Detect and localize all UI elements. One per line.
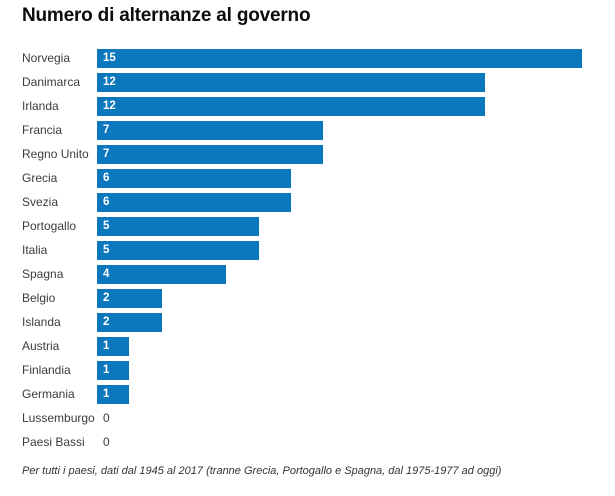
bar-value: 2	[103, 316, 110, 328]
bar: 1	[97, 361, 130, 380]
bar-label: Spagna	[22, 267, 64, 281]
bar-row: Portogallo 5	[0, 217, 615, 236]
bar-area: 15	[97, 49, 582, 68]
bar-area: 6	[97, 193, 582, 212]
bar: 1	[97, 385, 130, 404]
bar-row: Spagna 4	[0, 265, 615, 284]
bar: 1	[97, 337, 130, 356]
bar-value: 15	[103, 52, 116, 64]
bar: 0	[97, 433, 582, 452]
bar-row: Svezia 6	[0, 193, 615, 212]
bar-area: 5	[97, 241, 582, 260]
bar-row: Irlanda 12	[0, 97, 615, 116]
bar-label: Islanda	[22, 315, 61, 329]
bar: 5	[97, 241, 259, 260]
bar: 6	[97, 169, 291, 188]
bar-label: Portogallo	[22, 219, 77, 233]
bar-value: 6	[103, 196, 110, 208]
bar-row: Austria 1	[0, 337, 615, 356]
bar-area: 2	[97, 289, 582, 308]
bar-area: 12	[97, 73, 582, 92]
bar-label: Grecia	[22, 171, 58, 185]
bar-value: 1	[103, 340, 110, 352]
bar-label: Regno Unito	[22, 147, 89, 161]
bar-value: 1	[103, 364, 110, 376]
bar-value: 2	[103, 292, 110, 304]
bar-row: Finlandia 1	[0, 361, 615, 380]
bar: 5	[97, 217, 259, 236]
bar-row: Islanda 2	[0, 313, 615, 332]
bar-value: 0	[103, 435, 110, 449]
bar: 15	[97, 49, 582, 68]
bar-label: Austria	[22, 339, 60, 353]
bar-label: Francia	[22, 123, 63, 137]
bar-area: 2	[97, 313, 582, 332]
bar-label: Finlandia	[22, 363, 71, 377]
bar-value: 12	[103, 76, 116, 88]
bar: 7	[97, 121, 324, 140]
bar-value: 5	[103, 244, 110, 256]
bar-value: 5	[103, 220, 110, 232]
bar-area: 0	[97, 409, 582, 428]
bar-area: 0	[97, 433, 582, 452]
bar-row: Belgio 2	[0, 289, 615, 308]
bar: 2	[97, 289, 162, 308]
bar-value: 4	[103, 268, 110, 280]
bar-value: 0	[103, 411, 110, 425]
page-title: Numero di alternanze al governo	[22, 5, 311, 26]
bar-label: Belgio	[22, 291, 56, 305]
bar: 0	[97, 409, 582, 428]
chart-footnote: Per tutti i paesi, dati dal 1945 al 2017…	[22, 465, 502, 477]
bar-row: Paesi Bassi 0	[0, 433, 615, 452]
bar-row: Danimarca 12	[0, 73, 615, 92]
bar-row: Regno Unito 7	[0, 145, 615, 164]
bar-area: 1	[97, 385, 582, 404]
bar-value: 7	[103, 124, 110, 136]
bar-label: Danimarca	[22, 75, 81, 89]
bar-label: Lussemburgo	[22, 411, 95, 425]
bar: 12	[97, 97, 485, 116]
bar-area: 7	[97, 145, 582, 164]
bar: 7	[97, 145, 324, 164]
bar-value: 1	[103, 388, 110, 400]
bar-row: Grecia 6	[0, 169, 615, 188]
bar: 2	[97, 313, 162, 332]
bar-label: Irlanda	[22, 99, 59, 113]
bar-area: 5	[97, 217, 582, 236]
bar-row: Norvegia 15	[0, 49, 615, 68]
bar-row: Italia 5	[0, 241, 615, 260]
bar-label: Svezia	[22, 195, 59, 209]
bar: 6	[97, 193, 291, 212]
bar-chart: Norvegia 15 Danimarca 12 Irlanda 12 Fran…	[0, 49, 615, 457]
bar-area: 4	[97, 265, 582, 284]
bar-area: 7	[97, 121, 582, 140]
bar: 4	[97, 265, 227, 284]
bar-row: Lussemburgo 0	[0, 409, 615, 428]
bar-value: 7	[103, 148, 110, 160]
bar-row: Francia 7	[0, 121, 615, 140]
bar-row: Germania 1	[0, 385, 615, 404]
bar-area: 1	[97, 337, 582, 356]
bar-label: Norvegia	[22, 51, 71, 65]
bar-value: 12	[103, 100, 116, 112]
bar-area: 12	[97, 97, 582, 116]
bar-label: Germania	[22, 387, 75, 401]
bar-label: Paesi Bassi	[22, 435, 85, 449]
bar-label: Italia	[22, 243, 48, 257]
bar-area: 1	[97, 361, 582, 380]
bar: 12	[97, 73, 485, 92]
bar-value: 6	[103, 172, 110, 184]
bar-area: 6	[97, 169, 582, 188]
